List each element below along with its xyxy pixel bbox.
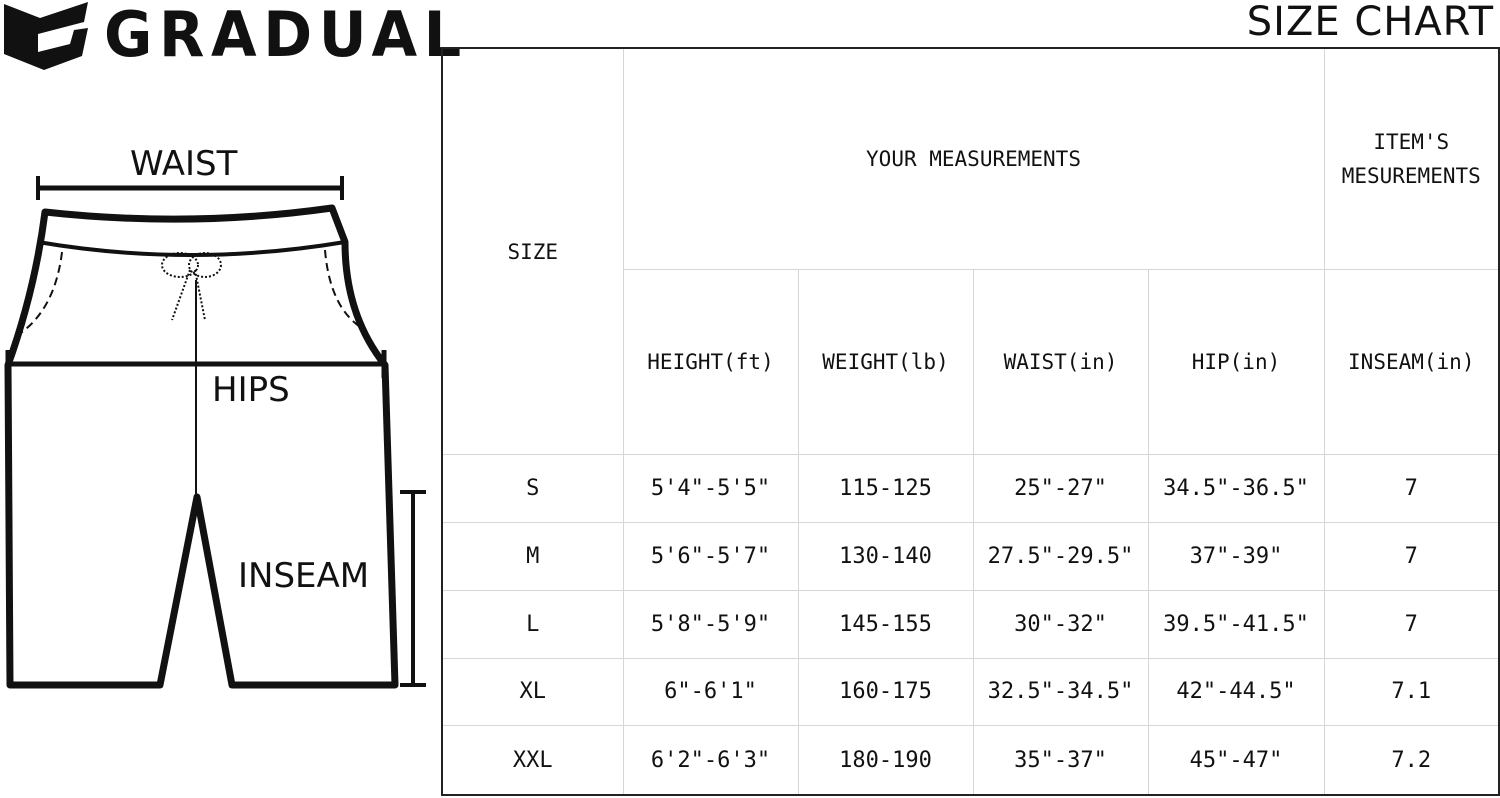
size-cell: XL xyxy=(441,657,624,727)
table-row: XL 6"-6'1" 160-175 32.5"-34.5" 42"-44.5" 7.1 xyxy=(441,657,1500,727)
table-cell: 180-190 xyxy=(797,725,974,796)
column-header: INSEAM(in) xyxy=(1323,269,1500,456)
size-cell: L xyxy=(441,589,624,659)
table-cell: 6"-6'1" xyxy=(622,657,799,727)
table-cell: 145-155 xyxy=(797,589,974,659)
table-cell: 5'6"-5'7" xyxy=(622,522,799,591)
table-cell: 7 xyxy=(1323,589,1500,659)
table-cell: 7.2 xyxy=(1323,725,1500,796)
table-cell: 25"-27" xyxy=(972,454,1149,524)
brand-logo: GRADUAL xyxy=(0,0,487,70)
column-header: WEIGHT(lb) xyxy=(797,269,974,456)
inseam-label: INSEAM xyxy=(238,556,370,596)
table-cell: 35"-37" xyxy=(972,725,1149,796)
table-cell: 5'8"-5'9" xyxy=(622,589,799,659)
page-title: SIZE CHART xyxy=(1246,0,1494,45)
waist-label: WAIST xyxy=(130,144,238,184)
shorts-diagram xyxy=(4,176,426,689)
brand-name: GRADUAL xyxy=(104,0,468,71)
size-cell: S xyxy=(441,454,624,524)
table-row: M 5'6"-5'7" 130-140 27.5"-29.5" 37"-39" 7 xyxy=(441,522,1500,591)
table-cell: 32.5"-34.5" xyxy=(972,657,1149,727)
table-cell: 27.5"-29.5" xyxy=(972,522,1149,591)
table-cell: 34.5"-36.5" xyxy=(1147,454,1325,524)
hips-label: HIPS xyxy=(212,370,290,410)
table-row: XXL 6'2"-6'3" 180-190 35"-37" 45"-47" 7.2 xyxy=(441,725,1500,796)
size-header: SIZE xyxy=(441,47,624,456)
table-row: S 5'4"-5'5" 115-125 25"-27" 34.5"-36.5" 7 xyxy=(441,454,1500,524)
table-cell: 42"-44.5" xyxy=(1147,657,1325,727)
item-measurements-header: ITEM'S MESUREMENTS xyxy=(1323,47,1500,271)
table-cell: 160-175 xyxy=(797,657,974,727)
table-cell: 130-140 xyxy=(797,522,974,591)
table-cell: 39.5"-41.5" xyxy=(1147,589,1325,659)
column-header: WAIST(in) xyxy=(972,269,1149,456)
table-cell: 6'2"-6'3" xyxy=(622,725,799,796)
your-measurements-header: YOUR MEASUREMENTS xyxy=(622,47,1325,271)
table-cell: 7.1 xyxy=(1323,657,1500,727)
table-cell: 30"-32" xyxy=(972,589,1149,659)
table-row: L 5'8"-5'9" 145-155 30"-32" 39.5"-41.5" 7 xyxy=(441,589,1500,659)
table-cell: 7 xyxy=(1323,454,1500,524)
table-cell: 5'4"-5'5" xyxy=(622,454,799,524)
table-cell: 115-125 xyxy=(797,454,974,524)
table-cell: 7 xyxy=(1323,522,1500,591)
column-header: HEIGHT(ft) xyxy=(622,269,799,456)
table-cell: 37"-39" xyxy=(1147,522,1325,591)
size-table: SIZE YOUR MEASUREMENTS ITEM'S MESUREMENT… xyxy=(441,47,1500,796)
column-header: HIP(in) xyxy=(1147,269,1325,456)
brand-shield-icon xyxy=(4,2,88,70)
table-cell: 45"-47" xyxy=(1147,725,1325,796)
size-cell: M xyxy=(441,522,624,591)
size-cell: XXL xyxy=(441,725,624,796)
